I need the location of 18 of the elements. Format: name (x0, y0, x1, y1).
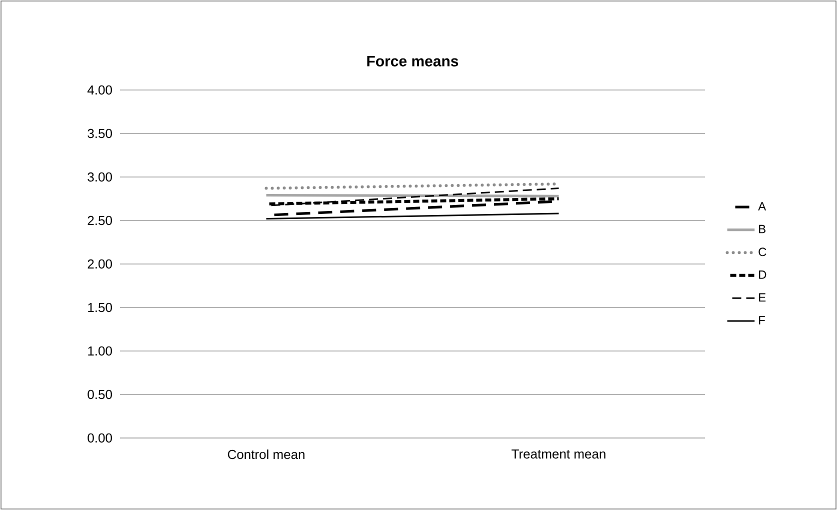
legend-label: E (759, 293, 766, 302)
y-tick-label: 3.50 (88, 128, 112, 138)
legend-label: B (759, 224, 766, 234)
x-tick-label: Control mean (228, 450, 304, 460)
legend-label: A (758, 202, 766, 210)
legend-label: C (758, 248, 766, 256)
y-tick-label: 0.50 (88, 390, 112, 400)
y-tick-label: 2.00 (88, 259, 112, 269)
chart-title: Force means (367, 56, 458, 66)
legend-label: D (759, 270, 766, 279)
y-tick-label: 3.00 (88, 172, 112, 182)
y-tick-label: 1.50 (88, 302, 112, 312)
y-tick-label: 2.50 (88, 216, 112, 226)
y-tick-label: 1.00 (88, 346, 112, 356)
y-tick-label: 4.00 (87, 85, 112, 95)
x-tick-label: Treatment mean (512, 450, 606, 459)
y-tick-label: 0.00 (88, 433, 112, 443)
legend-label: F (759, 316, 765, 324)
